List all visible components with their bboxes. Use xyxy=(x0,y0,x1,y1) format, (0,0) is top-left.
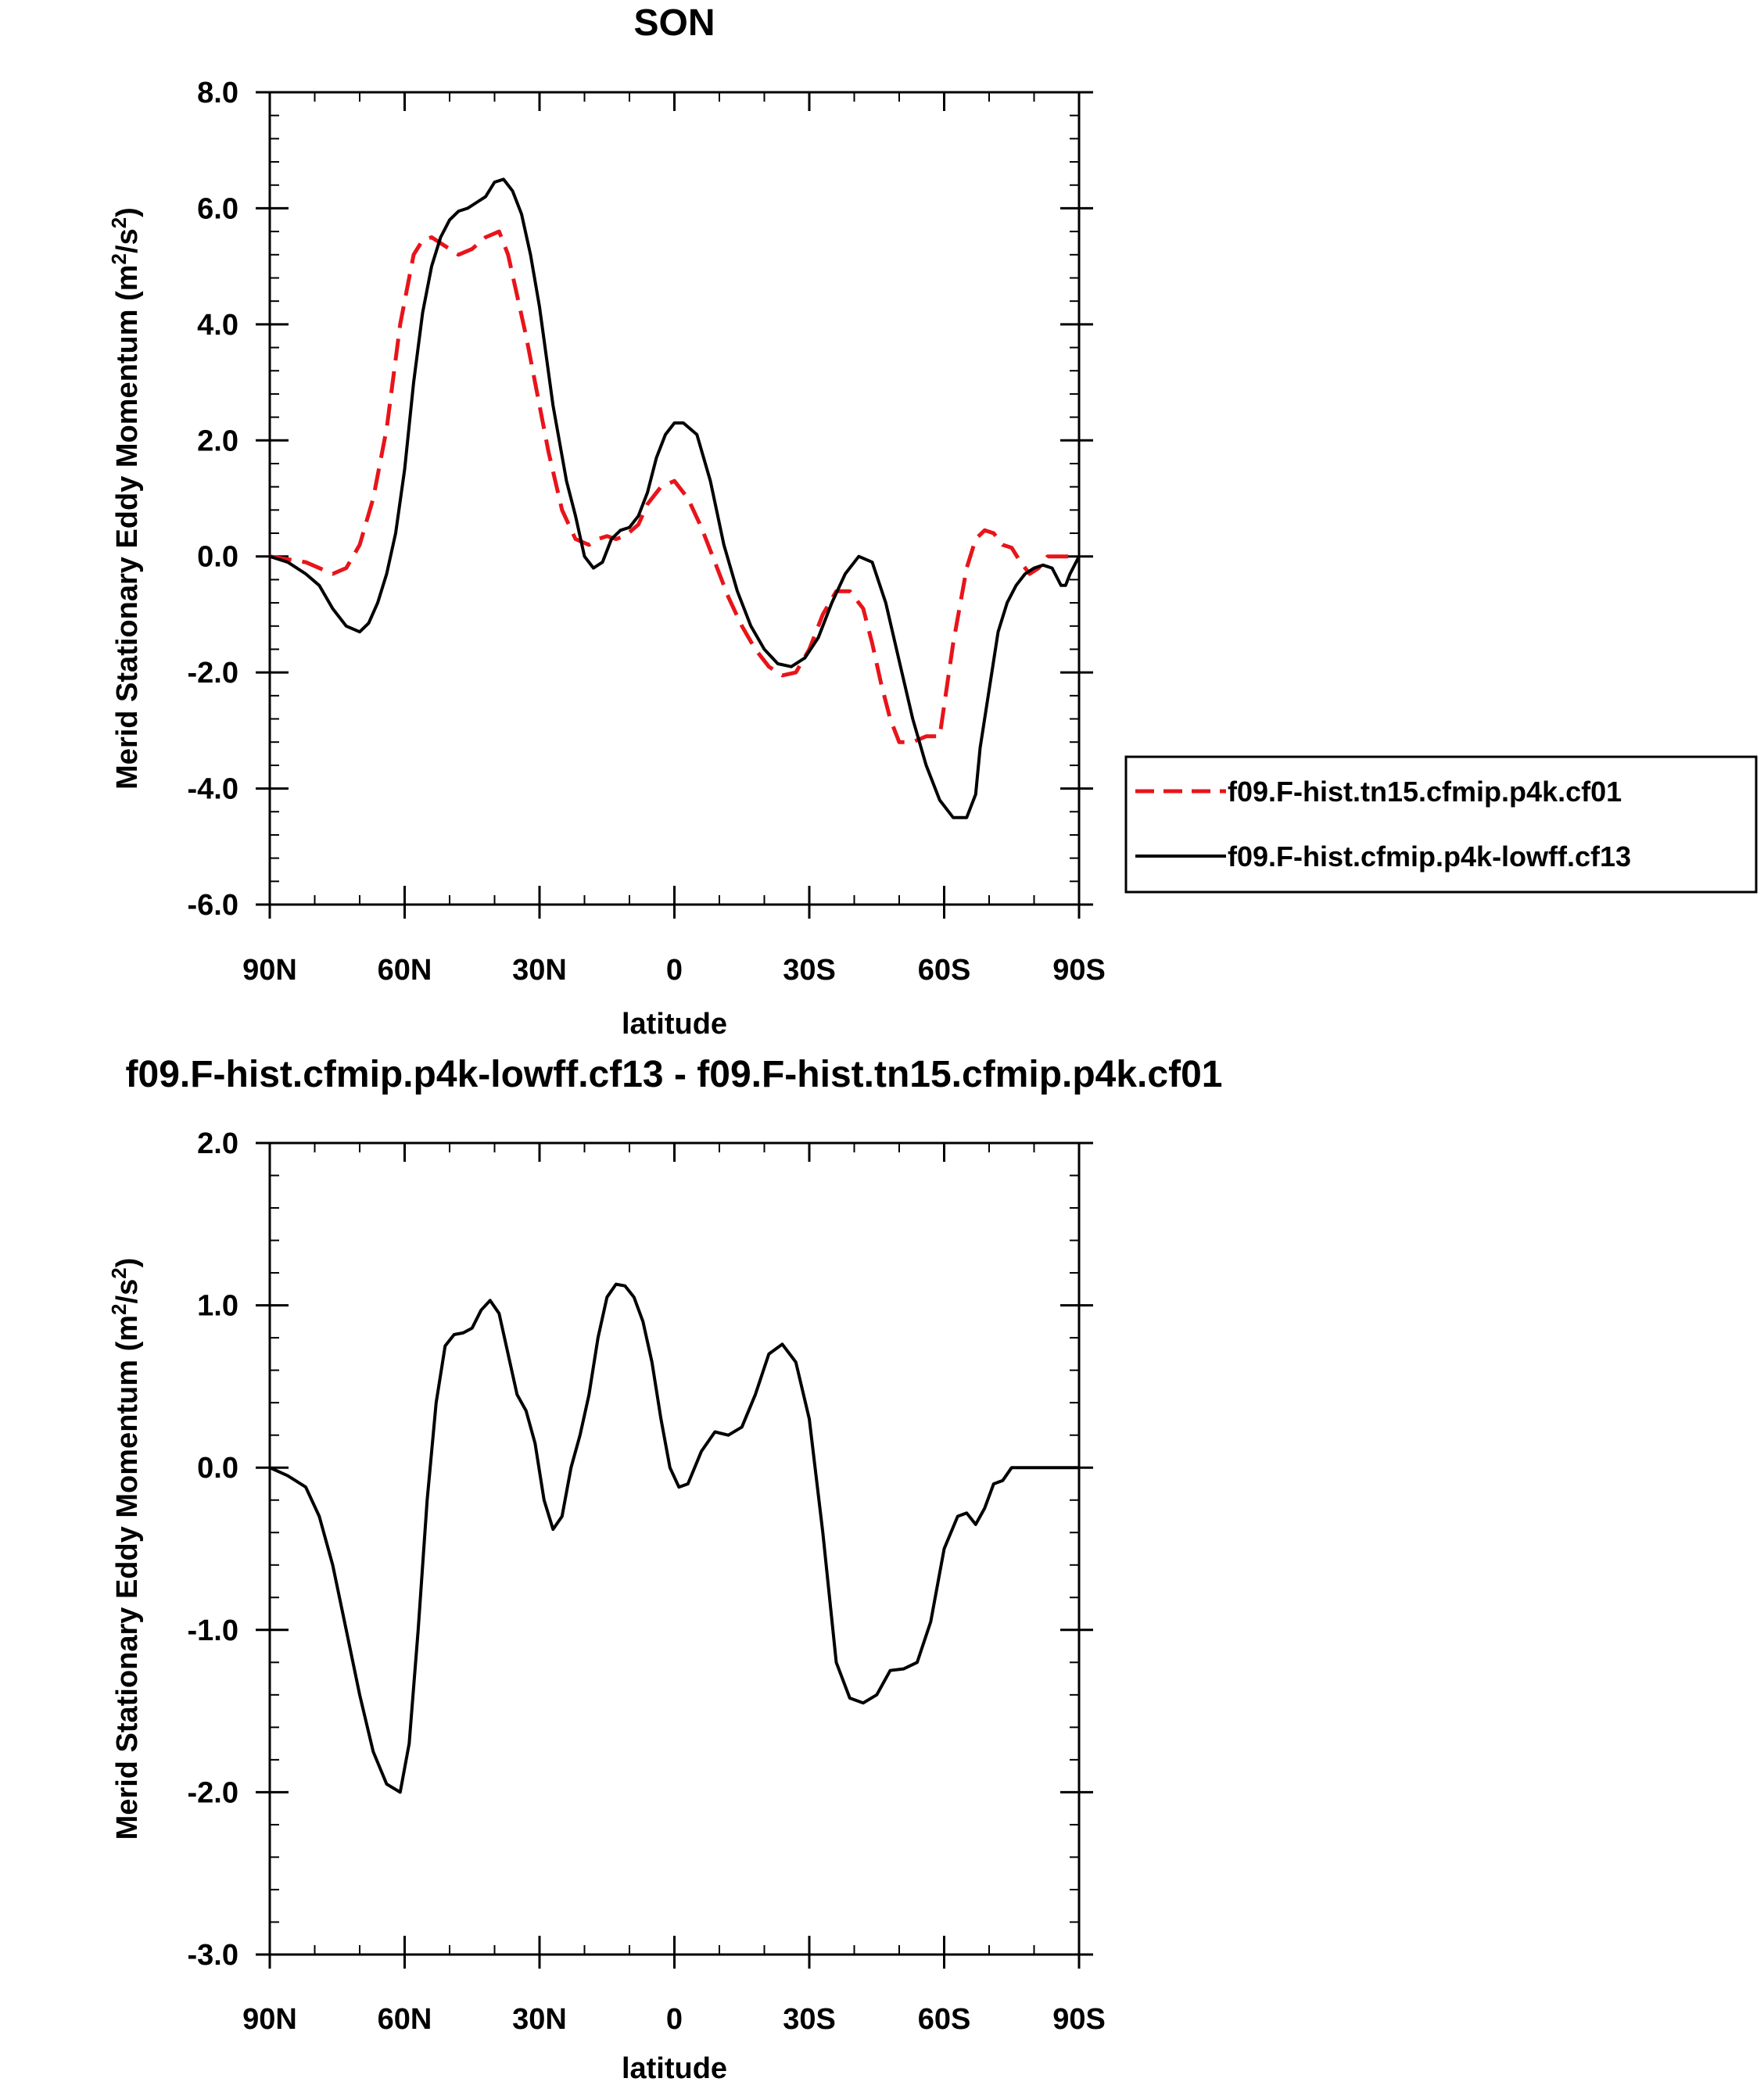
x-tick-label: 30N xyxy=(512,954,567,987)
legend-label: f09.F-hist.tn15.cfmip.p4k.cf01 xyxy=(1228,776,1622,808)
chart-title: SON xyxy=(633,2,715,44)
x-tick-label: 0 xyxy=(666,954,683,987)
x-tick-label: 90S xyxy=(1052,954,1106,987)
x-axis-label: latitude xyxy=(622,1008,727,1041)
x-tick-label: 60N xyxy=(378,2003,432,2036)
x-tick-label: 0 xyxy=(666,2003,683,2036)
x-tick-label: 90S xyxy=(1052,2003,1106,2036)
series-line-1 xyxy=(269,177,1081,819)
top-chart: SON 90N 60N 30N 0 30S 60S 90S 8.0 6.0 4.0 2.0 0.0 -2.… xyxy=(107,2,1758,1041)
x-tick-label: 90N xyxy=(242,954,297,987)
x-tick-label: 60S xyxy=(918,2003,971,2036)
x-tick-label: 60S xyxy=(918,954,971,987)
x-tick-label: 90N xyxy=(242,2003,297,2036)
series-line-0 xyxy=(269,1282,1079,1794)
y-tick-label: 2.0 xyxy=(197,1127,238,1160)
y-axis-label: Merid Stationary Eddy Momentum (m2/s2) xyxy=(107,1258,144,1840)
y-tick-label: -3.0 xyxy=(188,1939,238,1972)
plot-frame xyxy=(268,1141,1081,1956)
x-axis-label: latitude xyxy=(622,2052,727,2085)
y-tick-label: 0.0 xyxy=(197,541,238,574)
y-tick-label: -2.0 xyxy=(188,657,238,690)
x-tick-label: 30S xyxy=(783,2003,836,2036)
legend-label: f09.F-hist.cfmip.p4k-lowff.cf13 xyxy=(1228,840,1631,873)
chart-title: f09.F-hist.cfmip.p4k-lowff.cf13 - f09.F-… xyxy=(126,1054,1223,1095)
difference-chart: f09.F-hist.cfmip.p4k-lowff.cf13 - f09.F-… xyxy=(107,1054,1222,2085)
y-tick-label: -4.0 xyxy=(188,773,238,806)
y-tick-label: 8.0 xyxy=(197,77,238,109)
y-tick-label: -1.0 xyxy=(188,1614,238,1647)
y-axis-label: Merid Stationary Eddy Momentum (m2/s2) xyxy=(107,207,144,790)
y-tick-label: 0.0 xyxy=(197,1452,238,1485)
plot-frame xyxy=(268,91,1081,906)
y-tick-label: 6.0 xyxy=(197,192,238,225)
x-tick-label: 30N xyxy=(512,2003,567,2036)
series-line-0 xyxy=(269,229,1079,744)
y-tick-label: 4.0 xyxy=(197,309,238,342)
y-tick-label: 2.0 xyxy=(197,425,238,457)
legend: f09.F-hist.tn15.cfmip.p4k.cf01 f09.F-hist… xyxy=(1124,755,1758,894)
y-tick-label: -2.0 xyxy=(188,1776,238,1809)
y-tick-label: 1.0 xyxy=(197,1290,238,1323)
x-tick-label: 30S xyxy=(783,954,836,987)
y-tick-label: -6.0 xyxy=(188,889,238,922)
x-tick-label: 60N xyxy=(378,954,432,987)
legend-box xyxy=(1124,755,1758,894)
